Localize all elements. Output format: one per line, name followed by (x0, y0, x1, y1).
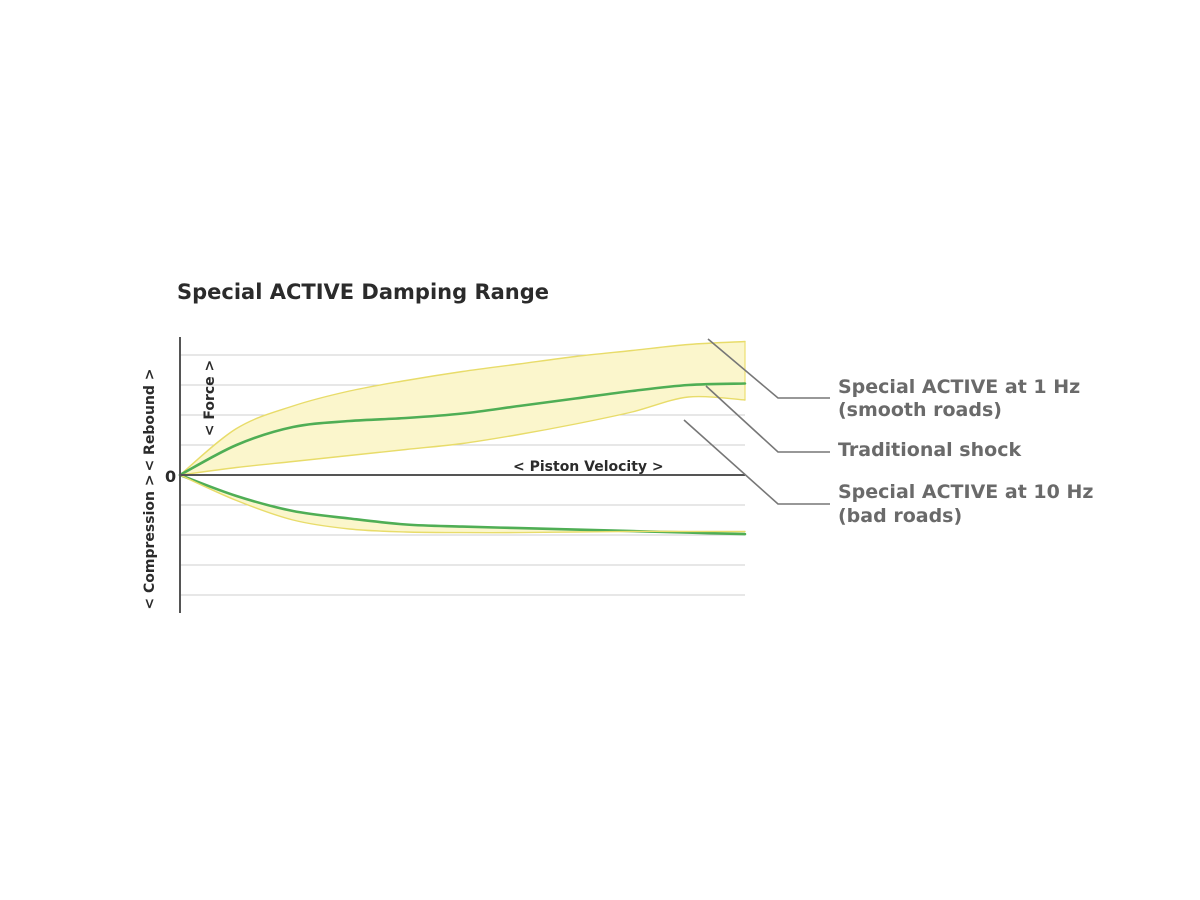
axes (179, 337, 745, 613)
series-line-band-lower (179, 395, 746, 476)
callout-leader-line (707, 338, 830, 399)
compression-band-fill (180, 475, 745, 535)
callout-10hz-line2: (bad roads) (838, 505, 962, 527)
callout-1hz-line2: (smooth roads) (838, 399, 1002, 421)
callout-leaders (683, 338, 830, 505)
x-axis-label: < Piston Velocity > (513, 459, 664, 475)
series-line-band-outer-comp (179, 474, 746, 534)
y-axis-label-compression: < Compression > (142, 474, 158, 609)
series-lines (178, 340, 747, 536)
callout-traditional: Traditional shock (838, 439, 1021, 461)
chart-title: Special ACTIVE Damping Range (177, 280, 549, 304)
callout-10hz: Special ACTIVE at 10 Hz (bad roads) (838, 481, 1100, 527)
series-line-main (178, 382, 747, 477)
force-label: < Force > (202, 360, 218, 437)
callout-1hz-line1: Special ACTIVE at 1 Hz (838, 376, 1080, 398)
callout-labels: Special ACTIVE at 1 Hz (smooth roads) Tr… (838, 376, 1100, 527)
callout-leader-line (705, 385, 830, 453)
callout-1hz: Special ACTIVE at 1 Hz (smooth roads) (838, 376, 1087, 421)
zero-label: 0 (165, 467, 176, 486)
rebound-band-fill (180, 341, 745, 475)
callout-leader-line (683, 419, 830, 505)
callout-traditional-line1: Traditional shock (838, 439, 1021, 461)
callout-10hz-line1: Special ACTIVE at 10 Hz (838, 481, 1093, 503)
y-axis-label-rebound: < Rebound > (142, 368, 158, 471)
series-line-band-upper (179, 340, 746, 476)
